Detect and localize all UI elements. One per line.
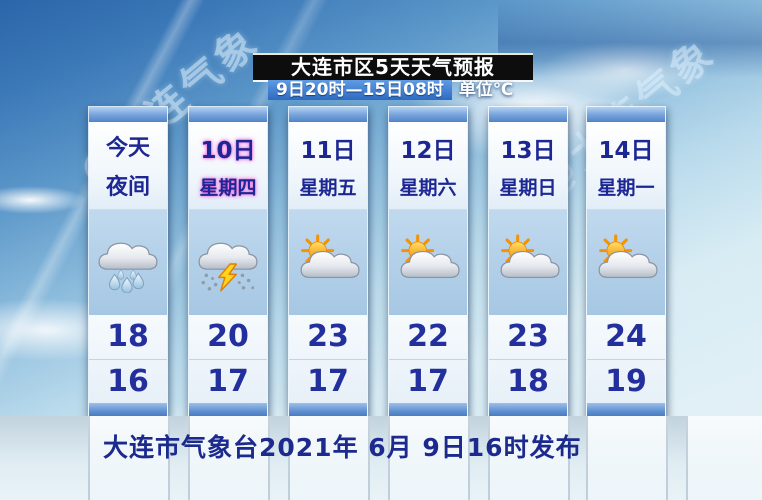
- date-label: 12日: [400, 137, 456, 164]
- heavy-rain-icon: [95, 233, 161, 293]
- temperature-unit-label: 单位℃: [458, 80, 514, 100]
- forecast-panel-day11: 11日 星期五 23 17: [288, 106, 368, 418]
- partly-cloudy-icon: [495, 233, 561, 293]
- weather-icon-box: [89, 210, 167, 315]
- weekday-label: 星期四: [199, 177, 257, 200]
- temperature-box: 20 17: [189, 315, 267, 403]
- panel-date-header: 10日 星期四: [189, 122, 267, 210]
- panel-bottom-strip: [489, 403, 567, 417]
- weekday-label: 星期五: [299, 177, 357, 200]
- panel-top-strip: [489, 107, 567, 122]
- page-title: 大连市区5天天气预报: [253, 53, 533, 82]
- low-temperature: 17: [189, 358, 267, 404]
- date-label: 今天: [105, 135, 150, 161]
- panel-top-strip: [189, 107, 267, 122]
- high-temperature: 23: [307, 319, 349, 355]
- panel-reflection: [388, 416, 470, 500]
- temperature-box: 23 17: [289, 315, 367, 403]
- forecast-panel-day13: 13日 星期日 23 18: [488, 106, 568, 418]
- temperature-box: 23 18: [489, 315, 567, 403]
- weather-icon-box: [489, 210, 567, 315]
- forecast-panel-day12: 12日 星期六 22 17: [388, 106, 468, 418]
- forecast-panel-day14: 14日 星期一 24 19: [586, 106, 666, 418]
- high-temperature: 22: [407, 319, 449, 355]
- date-label: 13日: [500, 137, 556, 164]
- temperature-box: 22 17: [389, 315, 467, 403]
- weekday-label: 星期一: [597, 177, 655, 200]
- forecast-panel-tonight: 今天 夜间 18 16: [88, 106, 168, 418]
- low-temperature: 18: [489, 358, 567, 404]
- panel-date-header: 12日 星期六: [389, 122, 467, 210]
- weather-icon-box: [587, 210, 665, 315]
- panel-top-strip: [587, 107, 665, 122]
- forecast-time-range: 9日20时—15日08时: [268, 80, 452, 100]
- panel-date-header: 13日 星期日: [489, 122, 567, 210]
- bottom-backdrop: [0, 416, 762, 500]
- temperature-box: 18 16: [89, 315, 167, 403]
- low-temperature: 17: [389, 358, 467, 404]
- panel-top-strip: [289, 107, 367, 122]
- low-temperature: 19: [587, 358, 665, 404]
- high-temperature: 18: [107, 319, 149, 355]
- sky-dark-band: [498, 0, 762, 95]
- partly-cloudy-icon: [295, 233, 361, 293]
- panel-reflection: [686, 416, 762, 500]
- panel-reflection: [586, 416, 668, 500]
- issued-by-text: 大连市气象台2021年 6月 9日16时发布: [103, 433, 582, 462]
- partly-cloudy-icon: [593, 233, 659, 293]
- weekday-label: 夜间: [105, 175, 150, 201]
- panel-reflection: [88, 416, 170, 500]
- forecast-period-bar: 9日20时—15日08时 单位℃: [268, 80, 513, 100]
- weather-icon-box: [289, 210, 367, 315]
- date-label: 14日: [598, 137, 654, 164]
- panel-top-strip: [389, 107, 467, 122]
- forecast-panel-day10: 10日 星期四 20 17: [188, 106, 268, 418]
- weekday-label: 星期日: [499, 177, 557, 200]
- panel-reflection: [288, 416, 370, 500]
- panel-top-strip: [89, 107, 167, 122]
- panel-bottom-strip: [587, 403, 665, 417]
- high-temperature: 24: [605, 319, 647, 355]
- high-temperature: 20: [207, 319, 249, 355]
- weekday-label: 星期六: [399, 177, 457, 200]
- panel-date-header: 11日 星期五: [289, 122, 367, 210]
- low-temperature: 16: [89, 358, 167, 404]
- temperature-box: 24 19: [587, 315, 665, 403]
- panel-bottom-strip: [389, 403, 467, 417]
- panel-date-header: 今天 夜间: [89, 122, 167, 210]
- partly-cloudy-icon: [395, 233, 461, 293]
- panel-bottom-strip: [89, 403, 167, 417]
- panel-bottom-strip: [189, 403, 267, 417]
- panel-date-header: 14日 星期一: [587, 122, 665, 210]
- panel-reflection: [488, 416, 570, 500]
- low-temperature: 17: [289, 358, 367, 404]
- high-temperature: 23: [507, 319, 549, 355]
- panel-reflection: [188, 416, 270, 500]
- date-label: 11日: [300, 137, 356, 164]
- weather-icon-box: [189, 210, 267, 315]
- thunderstorm-icon: [195, 233, 261, 293]
- panel-bottom-strip: [289, 403, 367, 417]
- weather-icon-box: [389, 210, 467, 315]
- date-label: 10日: [200, 137, 256, 164]
